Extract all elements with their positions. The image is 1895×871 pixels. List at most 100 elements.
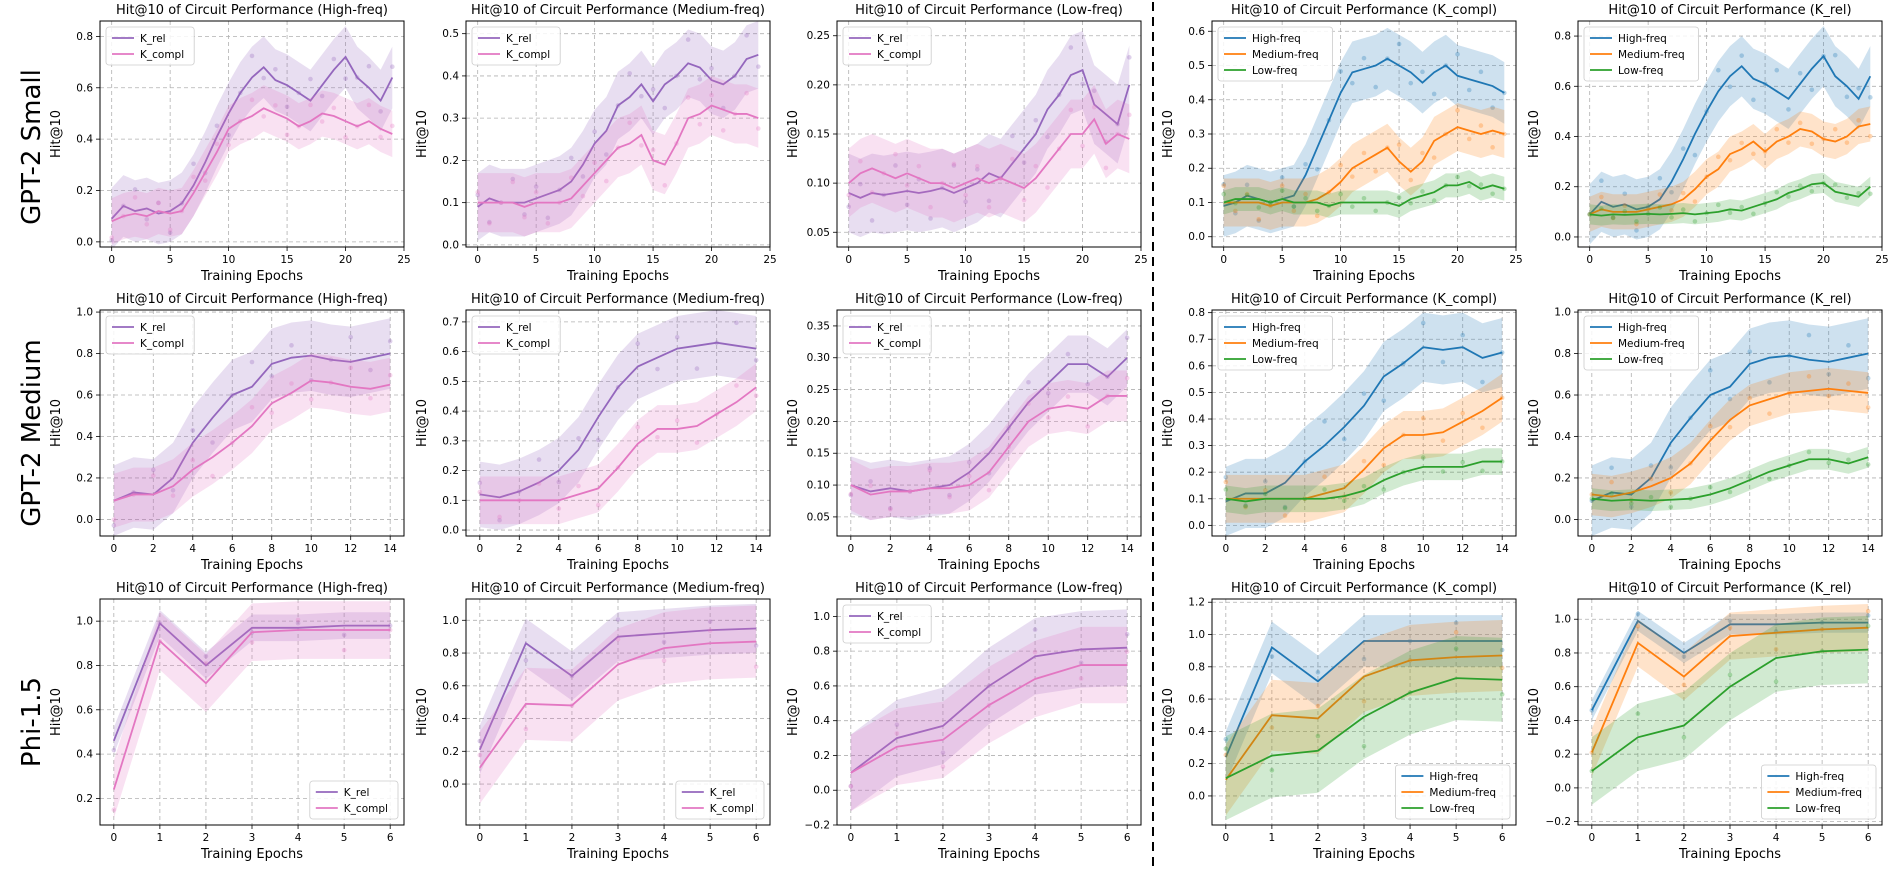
- x-tick-label: 10: [1783, 543, 1796, 555]
- scatter-point-k-rel: [1080, 81, 1085, 87]
- scatter-point-k-compl: [1010, 156, 1015, 162]
- confidence-band-k-compl: [848, 84, 1130, 223]
- x-tick-label: 4: [926, 543, 933, 555]
- scatter-point-k-compl: [1124, 649, 1130, 654]
- legend-box: [842, 604, 932, 644]
- scatter-point-k-compl: [904, 183, 910, 188]
- x-axis-label: Training Epochs: [200, 847, 303, 862]
- scatter-point-high-freq: [1609, 465, 1614, 471]
- legend: High-freq Medium-freq Low-freq: [1217, 315, 1333, 371]
- x-tick-label: 0: [1220, 254, 1227, 266]
- y-axis-label: Hit@10: [49, 688, 64, 736]
- axes-frame: [1577, 20, 1883, 248]
- x-axis-label: Training Epochs: [566, 847, 669, 862]
- x-tick-label: 12: [1456, 543, 1469, 555]
- y-axis-label: Hit@10: [1161, 110, 1176, 158]
- scatter-point-k-compl: [556, 506, 562, 511]
- scatter-point-k-rel: [887, 506, 893, 511]
- x-tick-label: 3: [986, 832, 993, 844]
- x-tick-label: 10: [959, 254, 972, 266]
- scatter-point-high-freq: [1844, 94, 1850, 100]
- x-axis-label: Training Epochs: [1678, 847, 1781, 862]
- scatter-point-low-freq: [1610, 215, 1616, 221]
- scatter-point-k-rel: [753, 643, 759, 648]
- scatter-point-k-compl: [156, 200, 161, 206]
- x-tick-label: 6: [229, 543, 236, 555]
- scatter-point-k-compl: [522, 214, 527, 220]
- x-tick-label: 25: [763, 254, 776, 266]
- scatter-point-low-freq: [1262, 491, 1268, 497]
- scatter-point-k-rel: [858, 181, 863, 187]
- scatter-point-high-freq: [1657, 175, 1663, 181]
- x-axis-label: Training Epochs: [566, 269, 669, 284]
- scatter-point-k-rel: [595, 437, 601, 443]
- x-tick-label: 0: [110, 543, 117, 555]
- legend-label-k-rel: K_rel: [710, 787, 736, 799]
- scatter-point-low-freq: [1341, 498, 1347, 504]
- legend-label-medium-freq: Medium-freq: [1429, 787, 1496, 799]
- scatter-point-k-rel: [661, 639, 667, 645]
- legend-box: [1217, 315, 1333, 371]
- legend-box: [1217, 26, 1333, 82]
- scatter-point-k-compl: [1026, 401, 1031, 406]
- scatter-point-k-compl: [1033, 163, 1039, 169]
- scatter-point-k-rel: [390, 64, 395, 70]
- x-tick-label: 8: [634, 543, 641, 555]
- scatter-point-k-rel: [510, 176, 516, 182]
- y-tick-label: 0.8: [1188, 661, 1205, 673]
- axes-frame: [836, 20, 1142, 248]
- scatter-point-k-rel: [685, 37, 691, 42]
- scatter-point-high-freq: [1610, 215, 1616, 220]
- scatter-point-medium-freq: [1361, 150, 1367, 156]
- scatter-point-medium-freq: [1256, 216, 1262, 222]
- confidence-band-medium-freq: [1225, 373, 1503, 523]
- scatter-point-k-rel: [655, 366, 660, 372]
- y-tick-label: 0.7: [442, 316, 459, 328]
- scatter-point-low-freq: [1322, 487, 1327, 492]
- series-line-low-freq: [1225, 460, 1503, 503]
- scatter-point-medium-freq: [1322, 474, 1327, 480]
- scatter-point-medium-freq: [1269, 725, 1275, 730]
- x-tick-label: 14: [1120, 543, 1134, 555]
- series-line-low-freq: [1591, 648, 1869, 772]
- scatter-point-medium-freq: [1681, 682, 1687, 688]
- y-tick-label: 1.0: [442, 615, 459, 627]
- scatter-point-low-freq: [1657, 205, 1663, 210]
- legend-box: [471, 26, 561, 66]
- chart-title: Hit@10 of Circuit Performance (K_rel): [1608, 3, 1851, 18]
- x-tick-label: 6: [1124, 832, 1131, 844]
- scatter-point-k-compl: [627, 120, 632, 126]
- scatter-point-k-compl: [202, 178, 208, 183]
- scatter-point-medium-freq: [1716, 154, 1721, 160]
- legend-label-k-rel: K_rel: [877, 611, 903, 623]
- row-label-phi-1-5: Phi-1.5: [17, 677, 47, 767]
- confidence-band-high-freq: [1225, 615, 1503, 784]
- scatter-point-k-rel: [109, 238, 114, 243]
- y-axis-label: Hit@10: [415, 110, 430, 158]
- scatter-point-k-compl: [595, 502, 601, 508]
- x-tick-label: 2: [569, 832, 576, 844]
- y-tick-label: 0.0: [442, 779, 459, 791]
- x-tick-label: 5: [341, 832, 348, 844]
- confidence-band-high-freq: [1225, 312, 1503, 536]
- scatter-point-medium-freq: [1846, 381, 1851, 386]
- scatter-point-k-compl: [487, 221, 492, 226]
- series-line-low-freq: [1225, 677, 1503, 779]
- x-tick-label: 0: [476, 832, 483, 844]
- scatter-point-low-freq: [1420, 455, 1426, 460]
- y-tick-label: 0.6: [442, 680, 459, 692]
- scatter-point-medium-freq: [1303, 191, 1308, 197]
- legend: High-freq Medium-freq Low-freq: [1583, 315, 1699, 371]
- scatter-point-high-freq: [1751, 97, 1756, 103]
- legend-label-k-compl: K_compl: [140, 338, 184, 350]
- confidence-band-high-freq: [1223, 27, 1505, 237]
- scatter-point-k-compl: [894, 731, 900, 736]
- scatter-point-k-compl: [674, 418, 680, 423]
- scatter-point-k-compl: [170, 493, 176, 498]
- axes-frame: [465, 20, 771, 248]
- x-tick-label: 6: [753, 832, 760, 844]
- scatter-point-k-rel: [846, 204, 851, 210]
- y-tick-label: −0.2: [1546, 816, 1572, 828]
- scatter-point-k-compl: [167, 227, 173, 233]
- legend-label-k-compl: K_compl: [344, 803, 388, 815]
